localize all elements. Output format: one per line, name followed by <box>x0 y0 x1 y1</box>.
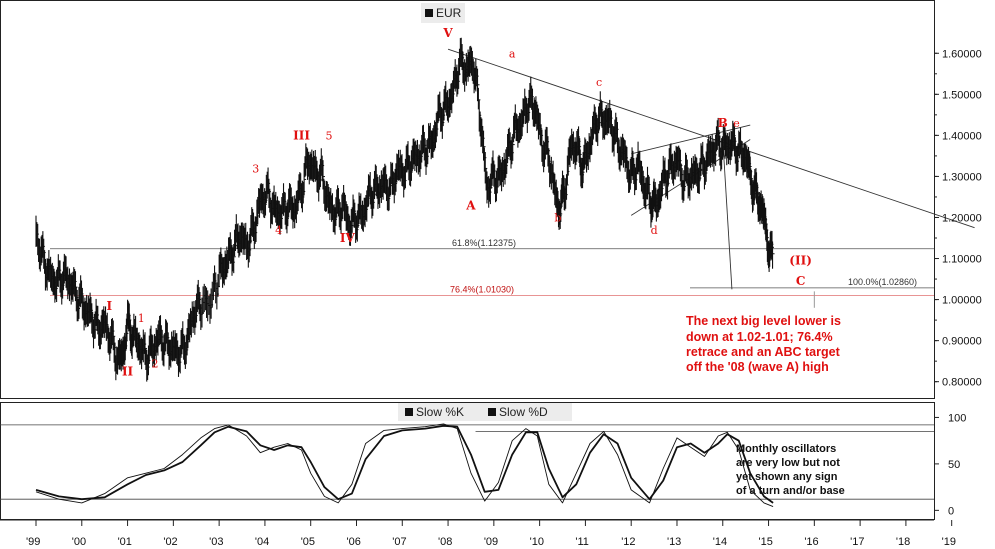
x-tick-label: '12 <box>621 536 635 548</box>
annotation-line-2: down at 1.02-1.01; 76.4% <box>686 330 833 344</box>
osc-y-tick-label: 100 <box>948 412 966 424</box>
price-y-tick-label: 1.30000 <box>942 171 982 183</box>
price-annotation: The next big level lower is down at 1.02… <box>686 314 841 374</box>
legend-slowk: Slow %K <box>416 405 464 419</box>
wave-label: 1 <box>138 312 145 325</box>
x-tick-label: '04 <box>255 536 269 548</box>
price-y-tick-label: 1.60000 <box>942 48 982 60</box>
price-y-tick-label: 1.20000 <box>942 212 982 224</box>
wave-label: A <box>465 198 476 212</box>
legend-swatch-slowd <box>488 408 496 416</box>
price-legend: EUR <box>421 3 465 23</box>
x-tick-label: '01 <box>118 536 132 548</box>
price-panel: 61.8%(1.12375) 76.4%(1.01030) 100.0%(1.028… <box>35 5 975 382</box>
price-y-tick-label: 1.40000 <box>942 130 982 142</box>
x-tick-label: '06 <box>346 536 360 548</box>
price-y-tick-label: 0.90000 <box>942 336 982 348</box>
osc-annotation-line-1: Monthly oscillators <box>736 443 836 455</box>
wave-label: V <box>442 26 453 40</box>
wave-label: 2 <box>152 357 159 370</box>
trend-line <box>631 124 751 155</box>
oscillator-panel <box>0 423 934 508</box>
wave-label: III <box>293 128 310 142</box>
osc-annotation: Monthly oscillators are very low but not… <box>736 443 845 497</box>
fib-level-76-label: 76.4%(1.01030) <box>450 284 514 294</box>
wave-label: IV <box>340 231 356 245</box>
axes: 1.60000 1.50000 1.40000 1.30000 1.20000 1.100… <box>26 48 982 548</box>
x-tick-label: '11 <box>575 536 589 548</box>
osc-annotation-line-2: are very low but not <box>736 457 840 469</box>
annotation-line-1: The next big level lower is <box>686 314 841 328</box>
legend-eur: EUR <box>436 6 462 20</box>
wave-label: C <box>796 274 806 288</box>
wave-label: 4 <box>275 224 282 237</box>
x-tick-label: '08 <box>438 536 452 548</box>
osc-y-tick-label: 50 <box>948 459 960 471</box>
x-tick-label: '14 <box>713 536 727 548</box>
annotation-line-3: retrace and an ABC target <box>686 345 841 359</box>
price-y-tick-label: 0.80000 <box>942 377 982 389</box>
x-tick-label: '13 <box>667 536 681 548</box>
osc-annotation-line-4: of a turn and/or base <box>736 485 845 497</box>
wave-label: e <box>733 117 740 130</box>
x-tick-label: '07 <box>392 536 406 548</box>
slow-d-line <box>35 424 774 504</box>
wave-label: I <box>106 299 112 313</box>
trend-line <box>722 139 733 290</box>
osc-legend: Slow %K Slow %D <box>398 403 572 421</box>
x-tick-label: '05 <box>301 536 315 548</box>
legend-slowd: Slow %D <box>499 405 548 419</box>
trend-line <box>447 48 975 229</box>
wave-label: 5 <box>326 129 333 142</box>
price-legend-box <box>421 3 465 23</box>
slow-k-line <box>35 423 774 508</box>
x-tick-label: '15 <box>759 536 773 548</box>
osc-y-tick-label: 0 <box>948 505 954 517</box>
price-y-tick-label: 1.10000 <box>942 254 982 266</box>
x-tick-label: '03 <box>209 536 223 548</box>
fib-level-61-label: 61.8%(1.12375) <box>452 238 516 248</box>
price-y-tick-label: 1.00000 <box>942 295 982 307</box>
x-tick-label: '10 <box>530 536 544 548</box>
wave-label: 3 <box>252 162 259 175</box>
wave-label: b <box>554 212 561 225</box>
price-y-tick-label: 1.50000 <box>942 89 982 101</box>
wave-label: a <box>509 47 516 60</box>
x-tick-label: '17 <box>850 536 864 548</box>
price-frame <box>0 0 935 399</box>
x-tick-label: '02 <box>163 536 177 548</box>
wave-label: (II) <box>789 254 812 268</box>
legend-swatch-eur <box>425 9 433 17</box>
fib-level-100-label: 100.0%(1.02860) <box>848 277 917 287</box>
x-tick-label: '00 <box>72 536 86 548</box>
legend-swatch-slowk <box>405 408 413 416</box>
wave-label: B <box>718 116 728 130</box>
x-tick-label: '09 <box>484 536 498 548</box>
x-tick-label: '16 <box>804 536 818 548</box>
osc-annotation-line-3: yet shown any sign <box>736 471 838 483</box>
x-tick-label: '19 <box>942 536 956 548</box>
x-tick-label: '18 <box>896 536 910 548</box>
annotation-line-4: off the '08 (wave A) high <box>686 360 829 374</box>
x-tick-label: '99 <box>26 536 40 548</box>
wave-label: c <box>596 76 602 89</box>
wave-label: II <box>122 365 134 379</box>
wave-label: d <box>651 224 658 237</box>
panel-frames <box>0 0 935 521</box>
osc-legend-box <box>398 403 572 421</box>
